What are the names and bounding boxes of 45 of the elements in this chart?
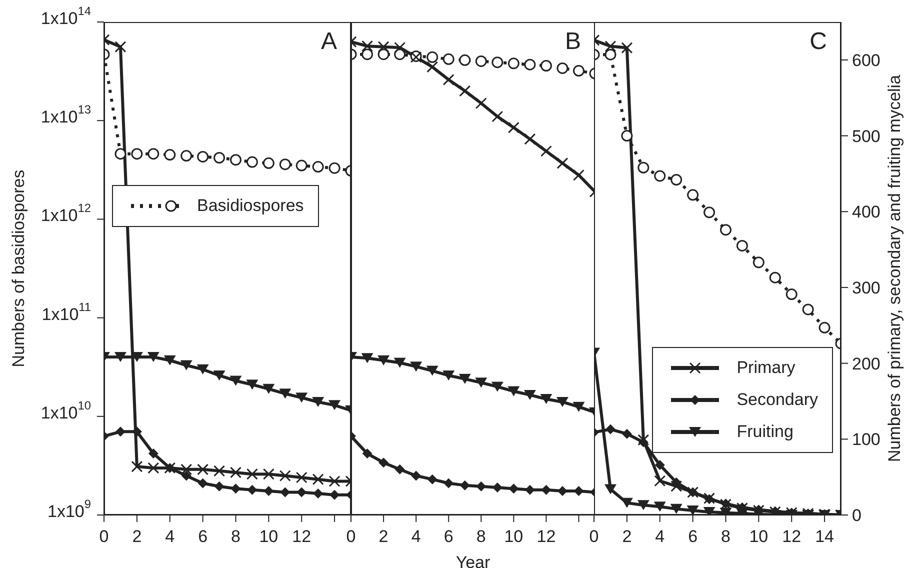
x-tick-label: 6 [198,526,208,546]
chart-title: A [320,28,337,56]
y-tick-label: 1x10$^{12}$ [40,201,92,225]
x-tick-label: 10 [749,526,768,546]
y2-tick-label: 200 [852,354,880,373]
y2-tick-label: 300 [852,278,880,297]
y2-tick-label: 500 [852,126,880,146]
x-tick-label: 12 [536,526,556,546]
x-tick-label: 14 [815,526,834,546]
x-tick-label: 0 [346,526,356,546]
x-tick-label: 8 [231,526,240,546]
x-tick-label: 2 [622,526,632,546]
y2-tick-label: 400 [852,202,880,222]
x-tick-label: 4 [165,526,175,546]
y2-tick-label: 600 [852,50,880,70]
y-tick-label: 1x10$^{13}$ [40,102,92,126]
y-tick-label: 1x10$^{11}$ [42,300,92,324]
x-axis-title: Year [456,553,491,568]
y-axis-title: Numbers of basidiospores [9,170,28,368]
legend-label: Basidiospores [197,196,304,216]
y-tick-label: 1x10$^{9}$ [48,497,92,520]
x-tick-label: 12 [292,526,312,546]
y2-tick-label: 100 [852,430,880,449]
y2-axis-title: Numbers of primary, secondary and fruiting mycelia [885,74,904,462]
chart-title: B [564,28,581,56]
x-tick-label: 10 [259,526,278,546]
legend-label: Primary [736,358,796,378]
y2-tick-label: 0 [852,506,862,524]
x-tick-label: 4 [655,526,665,546]
x-tick-label: 12 [782,526,802,546]
x-tick-label: 8 [721,526,730,546]
x-tick-label: 8 [476,526,486,546]
x-tick-label: 10 [504,526,524,546]
x-tick-label: 0 [589,526,599,546]
y-tick-label: 1x10$^{10}$ [40,398,92,422]
x-tick-label: 0 [99,526,109,546]
x-tick-label: 2 [378,526,388,546]
x-tick-label: 6 [688,526,698,546]
x-tick-label: 4 [411,526,421,546]
y-tick-label: 1x10$^{14}$ [40,4,92,28]
legend-label: Fruiting [736,422,794,442]
x-tick-label: 2 [132,526,142,546]
x-tick-label: 6 [444,526,454,546]
legend-label: Secondary [736,390,818,410]
chart-title: C [810,28,827,56]
